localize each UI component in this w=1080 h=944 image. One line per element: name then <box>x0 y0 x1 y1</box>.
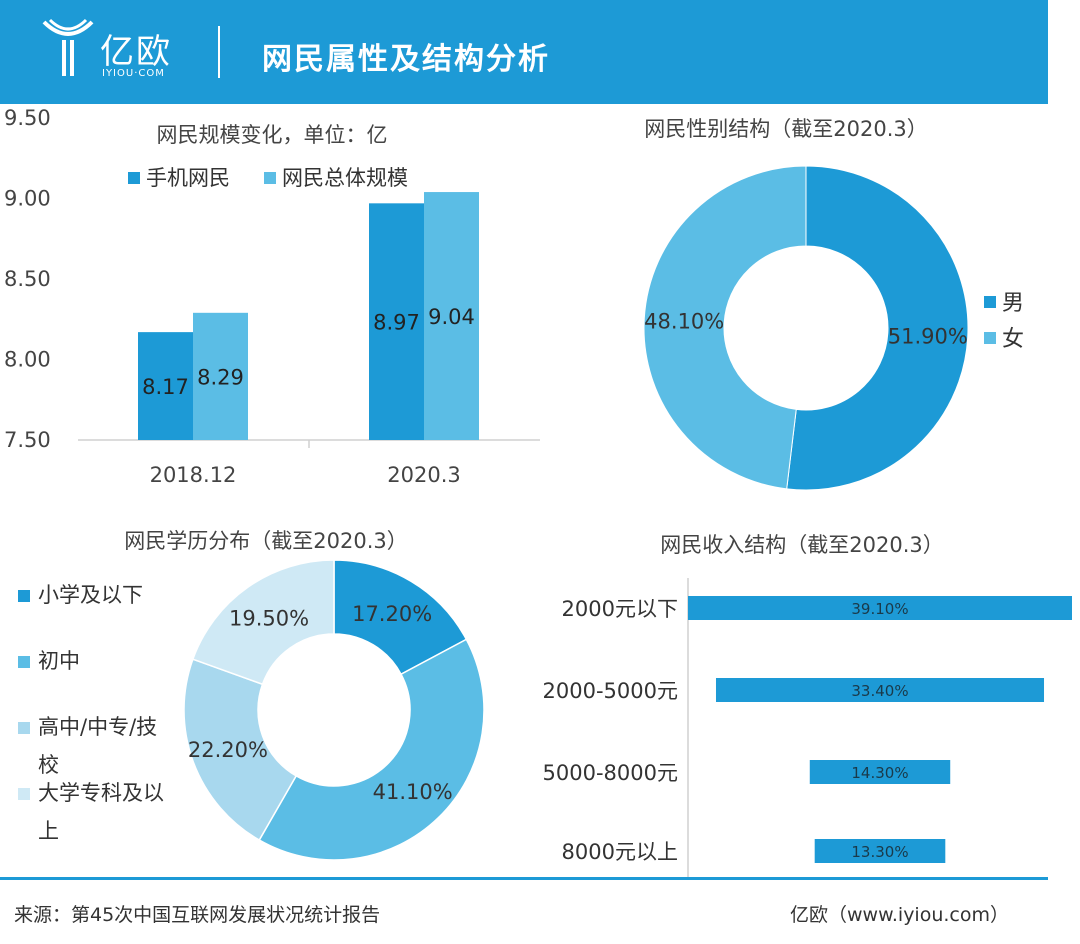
slice-0 <box>786 165 969 491</box>
bar-2 <box>809 760 951 784</box>
legend-label: 男 <box>1002 291 1024 316</box>
legend-swatch <box>984 332 996 344</box>
legend-swatch <box>18 722 30 734</box>
footer-divider <box>0 877 1048 880</box>
legend-label: 网民总体规模 <box>282 166 408 190</box>
legend-label: 高中/中专/技 <box>38 715 157 739</box>
chart-title: 网民学历分布（截至2020.3） <box>124 529 407 553</box>
legend-swatch <box>18 590 30 602</box>
chart-user-scale: 网民规模变化，单位：亿 9.50 9.00 8.50 8.00 7.50 手机网民 网民总体规… <box>4 106 540 487</box>
slice-1 <box>643 165 807 490</box>
bar-0 <box>688 596 1072 620</box>
logo-icon <box>42 18 94 76</box>
x-tick-label: 2020.3 <box>387 463 460 487</box>
slice-2 <box>183 658 298 842</box>
data-label: 17.20% <box>352 602 432 626</box>
chart-gender-structure: 网民性别结构（截至2020.3） 51.90% 48.10% 男女 <box>643 117 1024 491</box>
data-label: 9.04 <box>428 305 475 329</box>
data-label: 41.10% <box>373 780 453 804</box>
category-label: 5000-8000元 <box>543 761 678 785</box>
data-label: 51.90% <box>888 324 968 348</box>
legend-label: 手机网民 <box>146 166 230 190</box>
chart-income-structure: 网民收入结构（截至2020.3） 2000元以下 39.10% 2000-5000元 3… <box>543 533 1072 878</box>
logo-text: 亿欧 <box>100 32 172 72</box>
data-label: 19.50% <box>229 607 309 631</box>
y-tick-label: 8.00 <box>4 348 51 372</box>
bar-1-1 <box>424 192 479 440</box>
bar-0-1 <box>369 203 424 440</box>
data-label: 13.30% <box>851 843 908 861</box>
data-label: 8.97 <box>373 311 420 335</box>
data-label: 22.20% <box>188 738 268 762</box>
chart-education-distribution: 网民学历分布（截至2020.3） 17.20% 41.10% 22.20% 19.50%… <box>18 529 485 861</box>
source-note: 来源：第45次中国互联网发展状况统计报告 <box>14 904 381 926</box>
legend-label: 初中 <box>38 649 80 673</box>
page-title: 网民属性及结构分析 <box>262 42 550 77</box>
legend-label: 小学及以下 <box>38 583 143 607</box>
y-tick-label: 9.50 <box>4 106 51 130</box>
category-label: 8000元以上 <box>562 840 678 864</box>
data-label: 39.10% <box>851 600 908 618</box>
chart-title: 网民性别结构（截至2020.3） <box>644 117 927 141</box>
y-tick-label: 9.00 <box>4 187 51 211</box>
bar-1-0 <box>193 312 248 440</box>
brand-note: 亿欧（www.iyiou.com） <box>790 904 1010 926</box>
y-tick-label: 8.50 <box>4 267 51 291</box>
data-label: 33.40% <box>851 682 908 700</box>
data-label: 48.10% <box>644 310 724 334</box>
legend-swatch <box>18 788 30 800</box>
bar-1 <box>715 678 1045 702</box>
chart-title: 网民规模变化，单位：亿 <box>157 123 388 147</box>
legend-label: 上 <box>38 819 59 843</box>
bar-0-0 <box>138 332 193 440</box>
legend-swatch <box>984 296 996 308</box>
data-label: 14.30% <box>851 764 908 782</box>
bar-3 <box>814 839 946 863</box>
category-label: 2000-5000元 <box>543 679 678 703</box>
header-banner: 亿欧 IYIOU·COM 网民属性及结构分析 <box>0 0 1048 104</box>
legend-label: 大学专科及以 <box>38 781 164 805</box>
legend-label: 校 <box>38 753 59 777</box>
logo-subtext: IYIOU·COM <box>102 68 165 79</box>
slice-1 <box>258 638 485 861</box>
y-tick-label: 7.50 <box>4 428 51 452</box>
legend-label: 女 <box>1002 327 1024 352</box>
x-tick-label: 2018.12 <box>150 463 237 487</box>
chart-title: 网民收入结构（截至2020.3） <box>660 533 943 557</box>
legend-swatch <box>264 172 276 184</box>
data-label: 8.29 <box>197 365 244 389</box>
header-divider <box>218 26 220 78</box>
data-label: 8.17 <box>142 375 189 399</box>
legend-swatch <box>18 656 30 668</box>
slice-3 <box>191 559 335 686</box>
category-label: 2000元以下 <box>562 597 678 621</box>
legend-swatch <box>128 172 140 184</box>
